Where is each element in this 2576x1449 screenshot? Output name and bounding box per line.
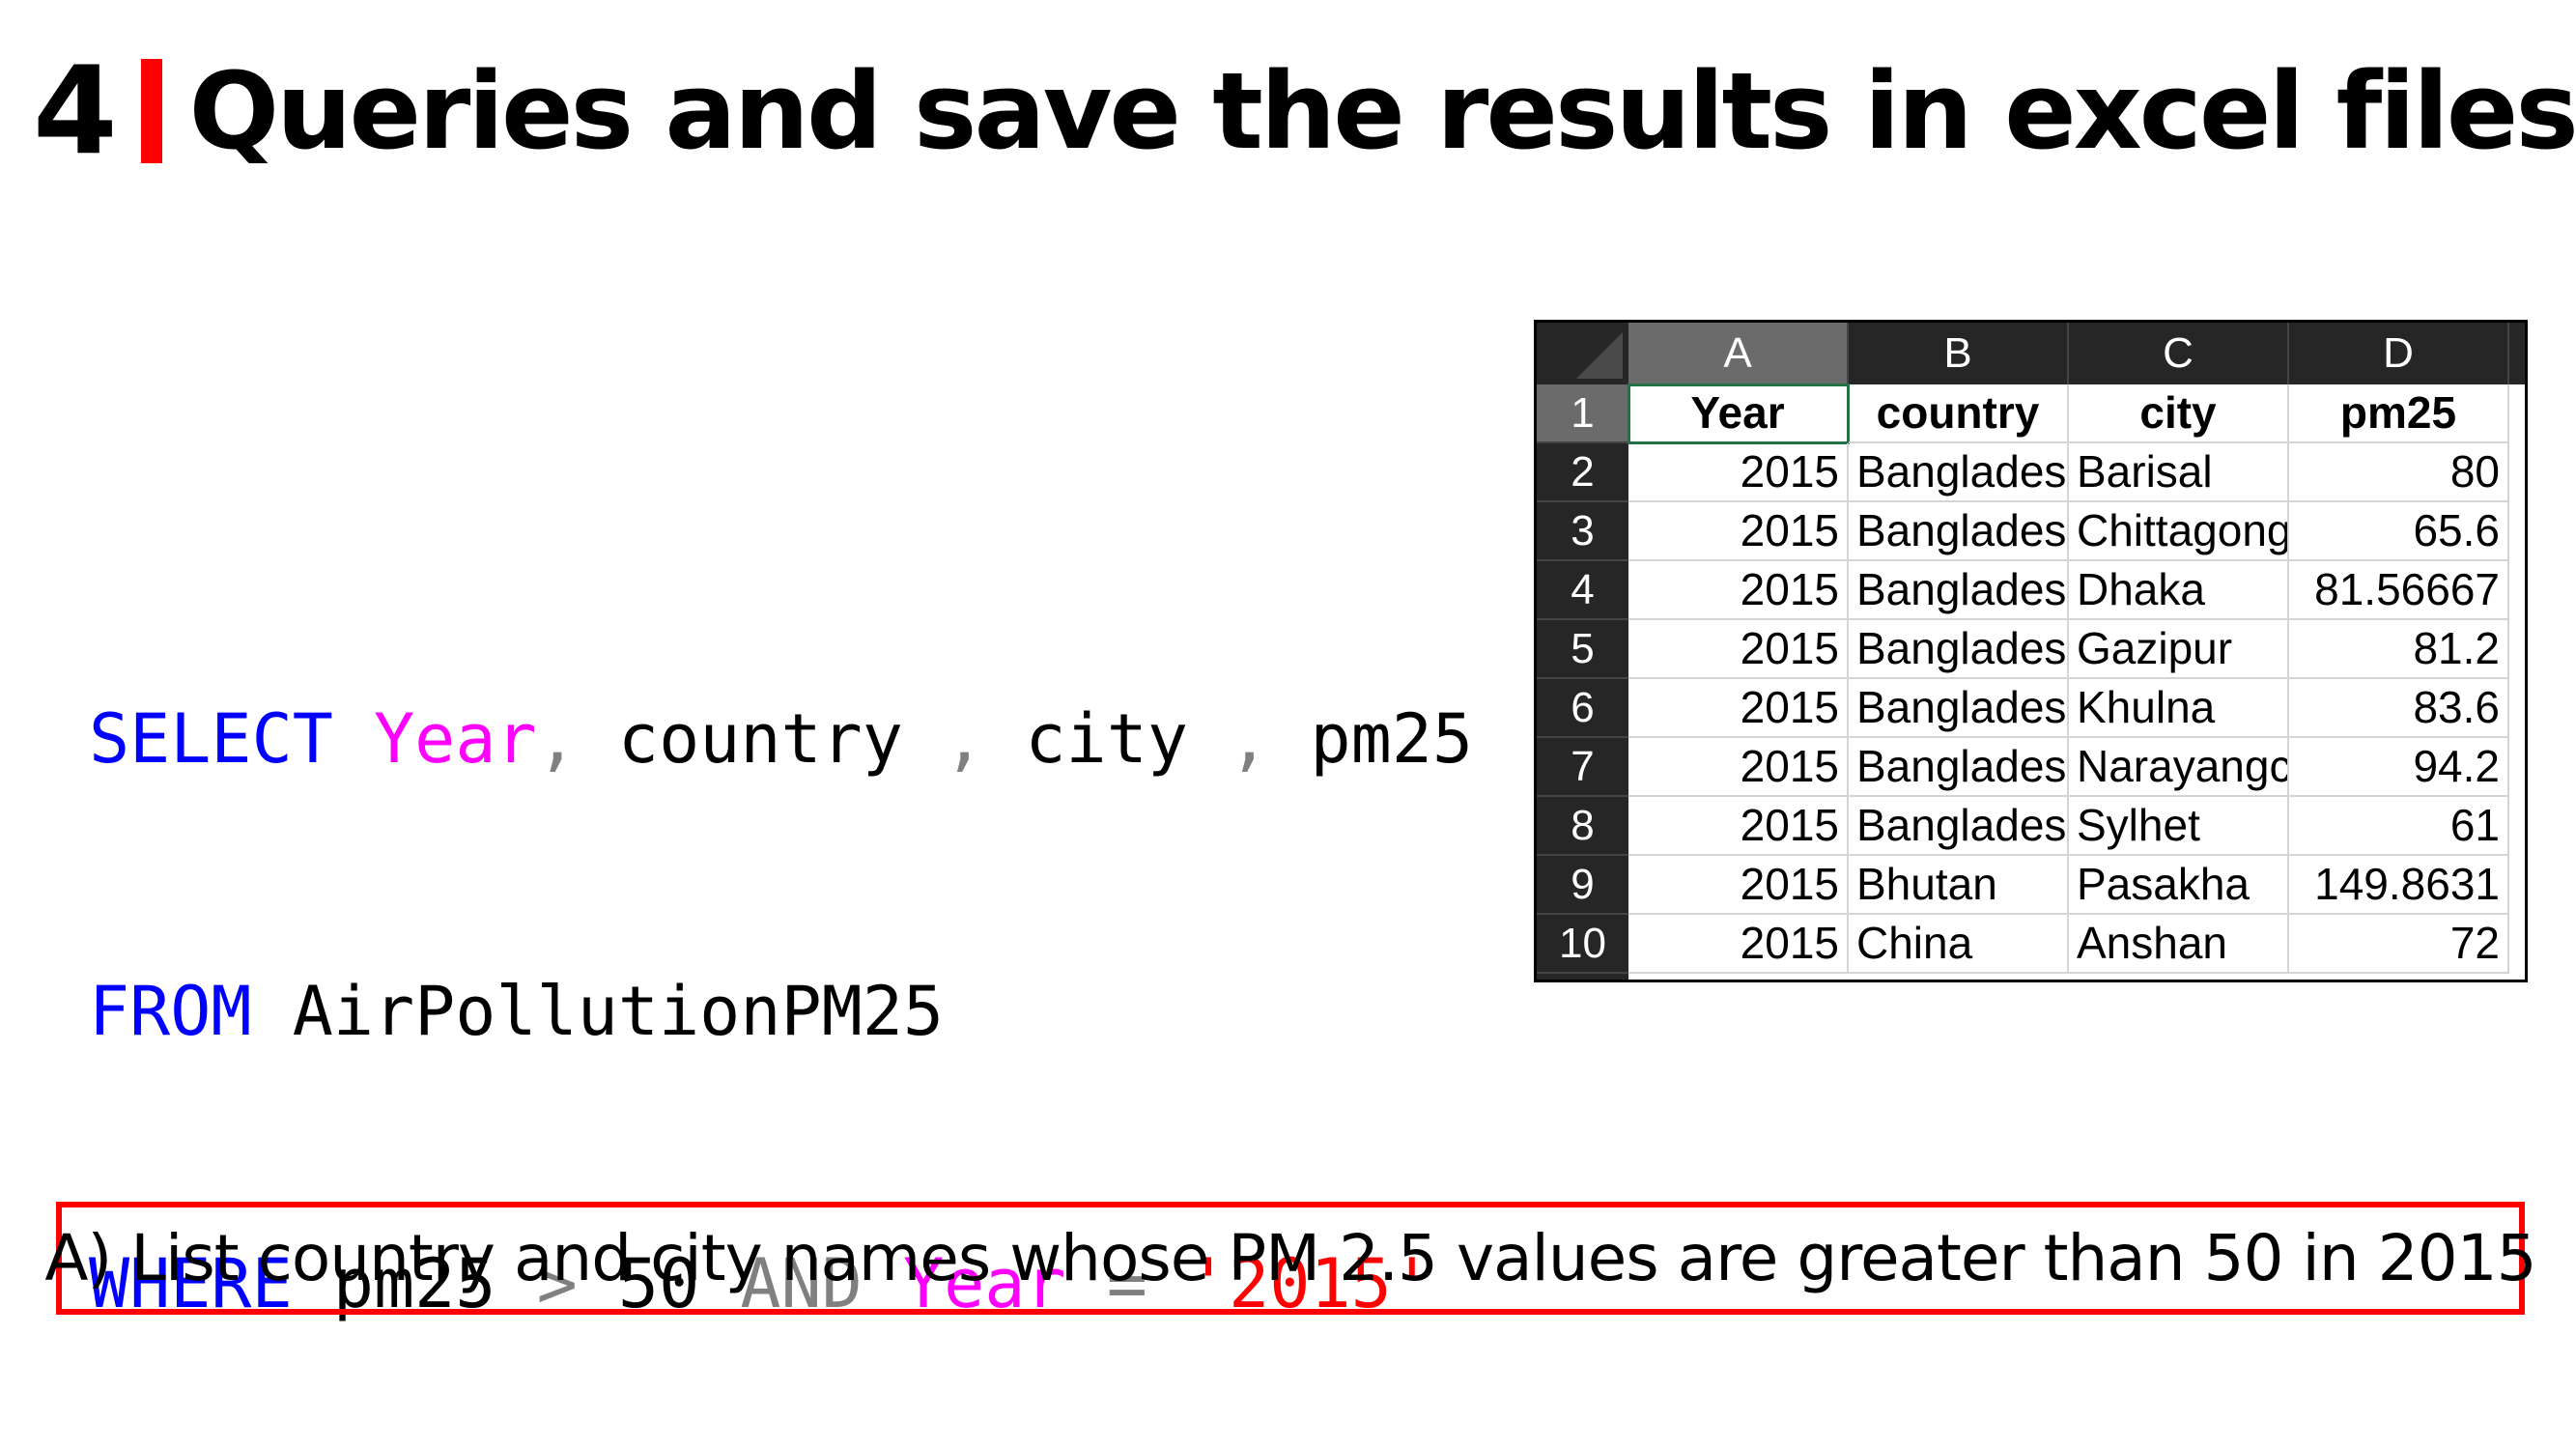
section-number: 4 bbox=[33, 40, 118, 182]
data-cell[interactable]: Banglades bbox=[1849, 679, 2069, 738]
row-header-10[interactable]: 10 bbox=[1537, 915, 1628, 974]
column-header-b[interactable]: B bbox=[1849, 323, 2069, 384]
row-header-6[interactable]: 6 bbox=[1537, 679, 1628, 738]
data-cell[interactable]: 81.2 bbox=[2289, 620, 2509, 679]
sql-line-2: FROM AirPollutionPM25 bbox=[89, 966, 1473, 1057]
sql-comma: , bbox=[944, 699, 985, 779]
column-header-d[interactable]: D bbox=[2289, 323, 2509, 384]
data-cell[interactable]: 2015 bbox=[1628, 915, 1849, 974]
task-caption: A) List country and city names whose PM … bbox=[44, 1202, 2537, 1315]
data-cell[interactable]: Gazipur bbox=[2069, 620, 2289, 679]
data-cell[interactable]: 2015 bbox=[1628, 561, 1849, 620]
header-cell[interactable]: pm25 bbox=[2289, 384, 2509, 443]
data-cell[interactable]: China bbox=[1849, 915, 2069, 974]
data-cell[interactable]: 94.2 bbox=[2289, 738, 2509, 797]
data-cell[interactable]: Bhutan bbox=[1849, 856, 2069, 915]
data-cell[interactable]: Sylhet bbox=[2069, 797, 2289, 856]
page-title: 4 Queries and save the results in excel … bbox=[33, 39, 2576, 184]
data-cell[interactable]: 2015 bbox=[1628, 502, 1849, 561]
data-cell[interactable]: Narayangc bbox=[2069, 738, 2289, 797]
sql-column: country bbox=[617, 699, 903, 779]
sql-keyword: FROM bbox=[89, 972, 252, 1051]
data-cell[interactable]: Banglades bbox=[1849, 443, 2069, 502]
column-header-a[interactable]: A bbox=[1628, 323, 1849, 384]
data-cell[interactable]: 83.6 bbox=[2289, 679, 2509, 738]
select-all-triangle-icon bbox=[1576, 332, 1623, 379]
row-header-2[interactable]: 2 bbox=[1537, 443, 1628, 502]
sql-column: Year bbox=[374, 699, 537, 779]
excel-result-sheet: A B C D 1 2 3 4 5 6 7 8 9 10 Year country city pm25 2015 Ba… bbox=[1534, 320, 2528, 982]
header-cell[interactable]: city bbox=[2069, 384, 2289, 443]
sql-column: city bbox=[1025, 699, 1188, 779]
data-cell[interactable]: Barisal bbox=[2069, 443, 2289, 502]
row-header-1[interactable]: 1 bbox=[1537, 384, 1628, 443]
data-cell[interactable]: Banglades bbox=[1849, 620, 2069, 679]
data-cell[interactable]: Chittagong bbox=[2069, 502, 2289, 561]
row-header-5[interactable]: 5 bbox=[1537, 620, 1628, 679]
data-cell[interactable]: 2015 bbox=[1628, 679, 1849, 738]
row-header-9[interactable]: 9 bbox=[1537, 856, 1628, 915]
data-cell[interactable]: Anshan bbox=[2069, 915, 2289, 974]
title-text: Queries and save the results in excel fi… bbox=[188, 49, 2576, 173]
sql-column: pm25 bbox=[1310, 699, 1474, 779]
row-header-7[interactable]: 7 bbox=[1537, 738, 1628, 797]
data-cell[interactable]: Khulna bbox=[2069, 679, 2289, 738]
select-all-corner[interactable] bbox=[1537, 323, 1628, 384]
data-cell[interactable]: Banglades bbox=[1849, 797, 2069, 856]
data-cell[interactable]: 72 bbox=[2289, 915, 2509, 974]
title-accent-bar bbox=[140, 59, 162, 163]
row-header-3[interactable]: 3 bbox=[1537, 502, 1628, 561]
sql-line-1: SELECT Year, country , city , pm25 bbox=[89, 694, 1473, 784]
data-cell[interactable]: Banglades bbox=[1849, 738, 2069, 797]
data-cell[interactable]: 2015 bbox=[1628, 620, 1849, 679]
row-header-4[interactable]: 4 bbox=[1537, 561, 1628, 620]
data-cell[interactable]: 61 bbox=[2289, 797, 2509, 856]
sql-table: AirPollutionPM25 bbox=[292, 972, 945, 1051]
data-cell[interactable]: Pasakha bbox=[2069, 856, 2289, 915]
data-cell[interactable]: 80 bbox=[2289, 443, 2509, 502]
data-cell[interactable]: 2015 bbox=[1628, 738, 1849, 797]
data-cell[interactable]: Banglades bbox=[1849, 561, 2069, 620]
data-cell[interactable]: 81.56667 bbox=[2289, 561, 2509, 620]
data-cell[interactable]: 2015 bbox=[1628, 856, 1849, 915]
header-cell[interactable]: Year bbox=[1628, 384, 1850, 444]
header-cell[interactable]: country bbox=[1849, 384, 2069, 443]
data-cell[interactable]: 149.8631 bbox=[2289, 856, 2509, 915]
data-cell[interactable]: Dhaka bbox=[2069, 561, 2289, 620]
column-header-c[interactable]: C bbox=[2069, 323, 2289, 384]
data-cell[interactable]: 2015 bbox=[1628, 443, 1849, 502]
sql-comma: , bbox=[536, 699, 578, 779]
sql-comma: , bbox=[1229, 699, 1270, 779]
row-header-8[interactable]: 8 bbox=[1537, 797, 1628, 856]
data-cell[interactable]: 65.6 bbox=[2289, 502, 2509, 561]
data-cell[interactable]: Banglades bbox=[1849, 502, 2069, 561]
data-cell[interactable]: 2015 bbox=[1628, 797, 1849, 856]
sql-keyword: SELECT bbox=[89, 699, 333, 779]
